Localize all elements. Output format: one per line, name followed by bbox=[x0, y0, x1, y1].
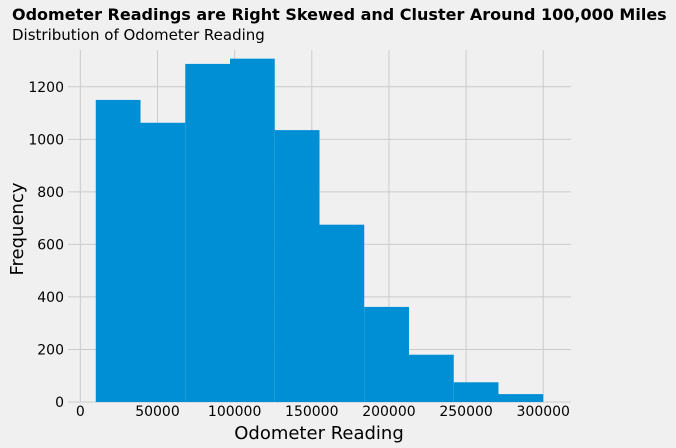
histogram-bar bbox=[364, 306, 409, 402]
x-tick-label: 250000 bbox=[439, 404, 492, 420]
histogram-bar bbox=[498, 394, 544, 402]
x-tick-label: 100000 bbox=[208, 404, 261, 420]
histogram-bar bbox=[95, 99, 141, 402]
y-tick-label: 1200 bbox=[28, 80, 64, 96]
histogram-bar bbox=[453, 382, 499, 402]
y-tick-label: 0 bbox=[55, 395, 64, 411]
histogram-bars bbox=[95, 58, 544, 403]
x-tick-label: 300000 bbox=[517, 404, 570, 420]
chart-subtitle: Distribution of Odometer Reading bbox=[12, 26, 265, 44]
histogram-bar bbox=[274, 130, 320, 403]
x-tick-label: 0 bbox=[76, 404, 85, 420]
x-tick-label: 150000 bbox=[285, 404, 338, 420]
histogram-bar bbox=[230, 58, 275, 403]
x-axis-label: Odometer Reading bbox=[234, 423, 404, 444]
histogram-bar bbox=[140, 122, 186, 403]
y-tick-labels: 0 200 400 600 800 1000 1200 bbox=[28, 80, 64, 411]
histogram-bar bbox=[408, 354, 454, 402]
y-tick-label: 1000 bbox=[28, 132, 64, 148]
y-tick-label: 400 bbox=[37, 290, 64, 306]
x-tick-label: 50000 bbox=[135, 404, 180, 420]
x-tick-label: 200000 bbox=[362, 404, 415, 420]
histogram-bar bbox=[319, 224, 365, 402]
y-tick-label: 600 bbox=[37, 237, 64, 253]
y-axis-label: Frequency bbox=[7, 182, 28, 275]
y-tick-label: 800 bbox=[37, 185, 64, 201]
chart-title: Odometer Readings are Right Skewed and C… bbox=[12, 5, 667, 24]
x-tick-labels: 0 50000 100000 150000 200000 250000 300000 bbox=[76, 404, 570, 420]
y-tick-label: 200 bbox=[37, 342, 64, 358]
histogram-bar bbox=[185, 63, 231, 402]
